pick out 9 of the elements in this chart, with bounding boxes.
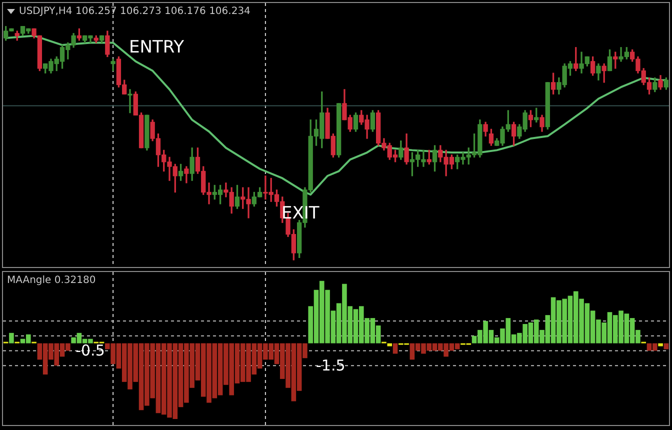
chart-title: MAAngle 0.32180 bbox=[7, 275, 96, 286]
chart-title: USDJPY,H4 106.257 106.273 106.176 106.234 bbox=[19, 6, 250, 17]
ref-line-label: -0.5 bbox=[76, 342, 105, 360]
bar bbox=[392, 343, 398, 354]
annotation: ENTRY bbox=[129, 37, 185, 58]
ref-line-label: -1.5 bbox=[316, 356, 346, 374]
bar bbox=[387, 343, 392, 346]
bar bbox=[658, 343, 663, 346]
bar bbox=[9, 332, 14, 344]
